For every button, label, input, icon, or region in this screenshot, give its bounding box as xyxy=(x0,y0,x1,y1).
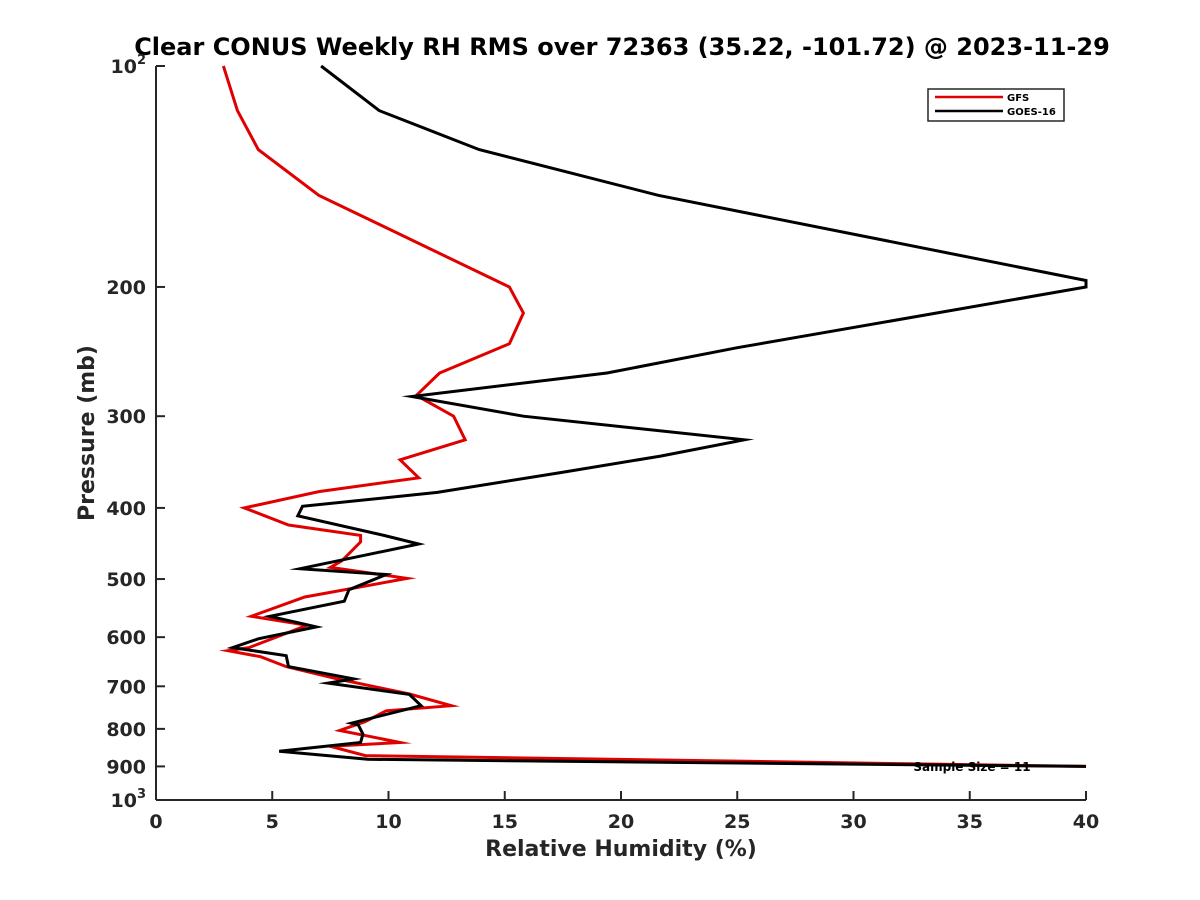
y-tick-label: 700 xyxy=(106,676,146,698)
y-tick-label: 200 xyxy=(106,277,146,299)
y-ticks: 102 200 300 400 500 600 700 800 900 103 xyxy=(106,53,165,812)
y-tick-label: 103 xyxy=(111,787,147,812)
x-tick-label: 5 xyxy=(266,811,279,833)
y-tick-label: 400 xyxy=(106,498,146,520)
x-axis-label: Relative Humidity (%) xyxy=(485,837,757,862)
chart-title: Clear CONUS Weekly RH RMS over 72363 (35… xyxy=(134,33,1110,61)
x-tick-label: 30 xyxy=(840,811,866,833)
x-tick-label: 25 xyxy=(724,811,750,833)
legend-box xyxy=(927,88,1065,122)
y-axis-label: Pressure (mb) xyxy=(75,345,100,521)
legend: GFS GOES-16 xyxy=(927,88,1065,122)
x-tick-label: 0 xyxy=(149,811,162,833)
y-tick-label: 102 xyxy=(111,53,147,78)
series-line-goes16 xyxy=(226,64,1088,768)
y-tick-label: 600 xyxy=(106,627,146,649)
x-tick-label: 35 xyxy=(957,811,983,833)
y-tick-label: 500 xyxy=(106,569,146,591)
series-layer xyxy=(218,64,1088,768)
y-tick-label: 300 xyxy=(106,406,146,428)
legend-label-gfs: GFS xyxy=(1007,93,1029,104)
x-tick-label: 20 xyxy=(608,811,634,833)
sample-size-annotation: Sample Size = 11 xyxy=(913,760,1030,774)
legend-label-goes16: GOES-16 xyxy=(1007,107,1056,118)
x-tick-label: 15 xyxy=(492,811,518,833)
y-tick-label: 900 xyxy=(106,756,146,778)
x-tick-label: 40 xyxy=(1073,811,1099,833)
series-line-gfs xyxy=(218,65,1087,768)
x-ticks: 0 5 10 15 20 25 30 35 40 xyxy=(149,791,1099,833)
x-tick-label: 10 xyxy=(375,811,401,833)
y-tick-label: 800 xyxy=(106,719,146,741)
